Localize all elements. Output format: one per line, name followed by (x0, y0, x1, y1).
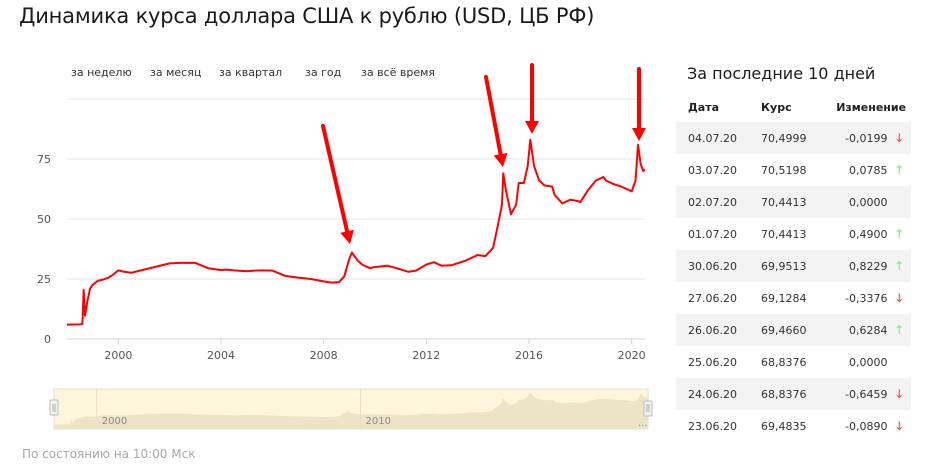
change-cell: 0,6284 (826, 314, 888, 346)
range-tab-4[interactable]: за всё время (361, 66, 436, 79)
header-change: Изменение (836, 100, 907, 114)
date-cell: 24.06.20 (676, 378, 762, 410)
table-title: За последние 10 дней (687, 64, 876, 83)
table-row: 25.06.20 68,8376 0,0000 (676, 346, 911, 378)
rate-cell: 69,9513 (761, 250, 827, 282)
change-cell: -0,0890 (845, 419, 888, 433)
annotation-arrow-icon (340, 229, 354, 244)
change-cell: 0,0785 (848, 163, 888, 177)
x-tick-label: 2016 (515, 349, 543, 362)
rate-cell: 70,4999 (761, 122, 827, 154)
date-cell: 03.07.20 (688, 163, 737, 177)
trend-cell (887, 346, 911, 378)
range-tab-0[interactable]: за неделю (71, 66, 132, 79)
status-text: По состоянию на 10:00 Мск (22, 447, 196, 461)
annotation-arrow-icon (493, 152, 508, 167)
change-cell: 0,8229 (826, 250, 888, 282)
date-cell: 02.07.20 (676, 186, 762, 218)
change-cell: 0,0000 (848, 355, 888, 369)
y-tick-label: 75 (37, 153, 51, 166)
table-row: 27.06.20 69,1284 -0,3376 ↓ (676, 282, 911, 314)
rate-cell: 70,5198 (761, 163, 807, 177)
arrow-up-icon: ↑ (894, 323, 905, 337)
change-cell: -0,0199 (826, 122, 888, 154)
header-date: Дата (688, 100, 720, 114)
rate-cell: 70,4413 (761, 227, 807, 241)
annotation-arrow-icon (632, 128, 646, 141)
trend-cell: ↑ (887, 154, 911, 186)
x-tick-label: 2004 (207, 349, 235, 362)
date-cell: 25.06.20 (688, 355, 737, 369)
change-cell: 0,4900 (848, 227, 888, 241)
rate-line (66, 138, 646, 326)
x-tick-label: 2012 (412, 349, 440, 362)
trend-cell: ↓ (887, 378, 911, 410)
y-tick-label: 0 (44, 333, 51, 346)
date-cell: 04.07.20 (676, 122, 762, 154)
navigator-left-handle[interactable] (49, 399, 59, 416)
arrow-up-icon: ↑ (894, 259, 905, 273)
arrow-down-icon: ↓ (894, 387, 905, 401)
table-row: 23.06.20 69,4835 -0,0890 ↓ (676, 410, 911, 442)
trend-cell: ↑ (887, 250, 911, 282)
x-tick-label: 2008 (310, 349, 338, 362)
range-tab-1[interactable]: за месяц (150, 66, 202, 79)
x-tick-label: 2000 (104, 349, 132, 362)
trend-cell: ↑ (887, 218, 911, 250)
change-cell: -0,3376 (845, 291, 888, 305)
y-tick-label: 50 (37, 213, 51, 226)
header-rate: Курс (761, 100, 792, 114)
page-title: Динамика курса доллара США к рублю (USD,… (19, 4, 595, 28)
trend-cell: ↓ (887, 282, 911, 314)
trend-cell (887, 186, 911, 218)
trend-cell: ↓ (887, 122, 911, 154)
table-row: 03.07.20 70,5198 0,0785 ↑ (676, 154, 911, 186)
table-row: 04.07.20 70,4999 -0,0199 ↓ (676, 122, 911, 154)
table-header-row: Дата Курс Изменение (676, 92, 911, 122)
date-cell: 01.07.20 (688, 227, 737, 241)
navigator-right-handle[interactable] (643, 400, 653, 417)
change-cell: -0,6459 (826, 378, 888, 410)
date-cell: 26.06.20 (676, 314, 762, 346)
table-row: 24.06.20 68,8376 -0,6459 ↓ (676, 378, 911, 410)
rate-cell: 69,1284 (761, 291, 807, 305)
rate-chart[interactable]: 0 25 50 75 2000 2004 2008 2012 2016 2020 2000 2010.… (0, 0, 670, 440)
table-row: 30.06.20 69,9513 0,8229 ↑ (676, 250, 911, 282)
navigator-tick-label: 2000 (102, 416, 127, 427)
rate-cell: 70,4413 (761, 186, 827, 218)
annotation-arrow-shaft (484, 75, 503, 157)
trend-cell: ↓ (887, 410, 911, 442)
range-tab-3[interactable]: за год (305, 66, 342, 79)
date-cell: 23.06.20 (688, 419, 737, 433)
arrow-down-icon: ↓ (894, 291, 905, 305)
table-row: 02.07.20 70,4413 0,0000 (676, 186, 911, 218)
arrow-up-icon: ↑ (894, 163, 905, 177)
change-cell: 0,0000 (826, 186, 888, 218)
arrow-down-icon: ↓ (894, 419, 905, 433)
arrow-down-icon: ↓ (894, 131, 905, 145)
range-tab-2[interactable]: за квартал (219, 66, 283, 79)
y-tick-label: 25 (37, 273, 51, 286)
date-cell: 30.06.20 (676, 250, 762, 282)
arrow-up-icon: ↑ (894, 227, 905, 241)
navigator-overflow: ... (638, 418, 648, 429)
trend-cell: ↑ (887, 314, 911, 346)
annotation-arrow-shaft (321, 124, 350, 234)
rates-table: Дата Курс Изменение 04.07.20 70,4999 -0,01… (676, 92, 911, 442)
rate-cell: 68,8376 (761, 378, 827, 410)
rate-cell: 69,4835 (761, 419, 807, 433)
rate-cell: 68,8376 (761, 355, 807, 369)
table-row: 01.07.20 70,4413 0,4900 ↑ (676, 218, 911, 250)
table-row: 26.06.20 69,4660 0,6284 ↑ (676, 314, 911, 346)
navigator-tick-label: 2010 (366, 416, 391, 427)
navigator-area (54, 392, 648, 429)
x-tick-label: 2020 (618, 349, 646, 362)
rate-cell: 69,4660 (761, 314, 827, 346)
date-cell: 27.06.20 (688, 291, 737, 305)
annotation-arrow-icon (525, 121, 539, 134)
